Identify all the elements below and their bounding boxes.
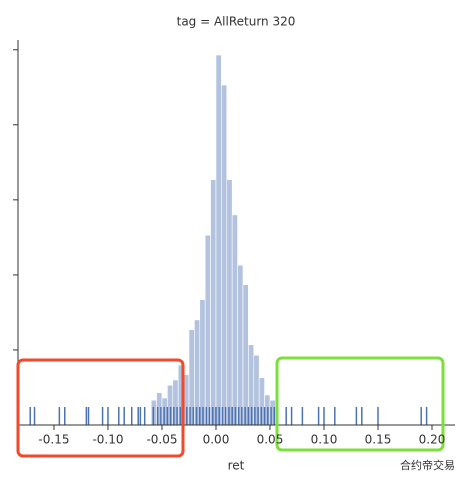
highlight-box-right	[275, 356, 445, 452]
watermark: 合约帝交易	[400, 458, 455, 472]
x-tick-label: -0.10	[92, 433, 123, 447]
plot-area	[29, 54, 428, 426]
x-tick-label: 0.05	[257, 433, 284, 447]
x-tick-label: -0.15	[38, 433, 69, 447]
bar	[204, 234, 211, 426]
chart-title: tag = AllReturn 320	[177, 15, 296, 29]
x-tick-label: -0.05	[146, 433, 177, 447]
x-tick-label: 0.10	[311, 433, 338, 447]
x-axis-label: ret	[228, 459, 245, 473]
x-tick-label: 0.00	[203, 433, 230, 447]
x-tick-label: 0.15	[365, 433, 392, 447]
bar	[210, 179, 217, 426]
highlight-box-left	[16, 358, 185, 458]
bar	[221, 84, 228, 426]
bar	[237, 264, 244, 426]
bar	[215, 54, 222, 426]
bar	[199, 299, 206, 426]
x-tick-label: 0.20	[419, 433, 446, 447]
bar	[226, 179, 233, 426]
bar	[231, 214, 238, 426]
bar	[242, 284, 249, 426]
